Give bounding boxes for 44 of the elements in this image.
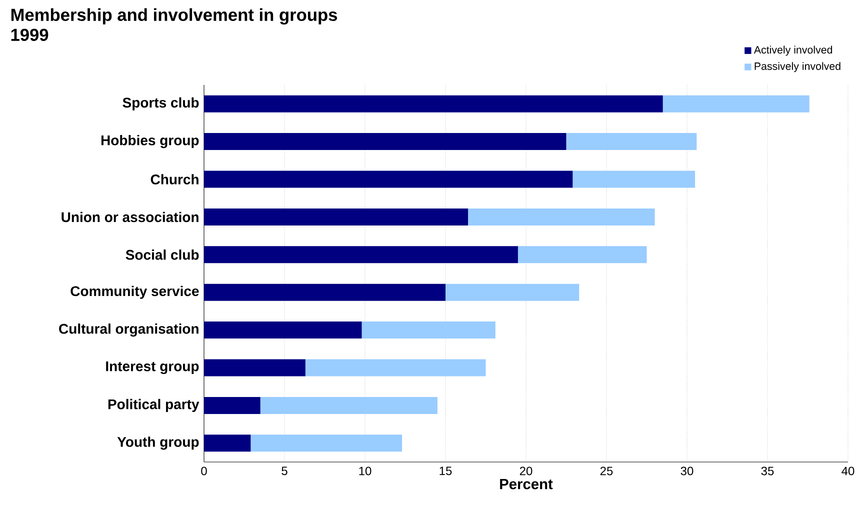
bar bbox=[260, 396, 438, 414]
x-tick-label: 35 bbox=[761, 466, 774, 476]
x-tick-label: 25 bbox=[600, 466, 613, 476]
y-tick-label: Political party bbox=[108, 398, 200, 412]
x-tick-label: 40 bbox=[842, 466, 854, 476]
x-tick-label: 5 bbox=[282, 466, 288, 476]
bar bbox=[572, 170, 696, 188]
text: 1999 bbox=[11, 28, 48, 41]
bar bbox=[204, 284, 446, 301]
y-tick-label: Sports club bbox=[122, 97, 199, 110]
x-axis-title: Percent bbox=[500, 479, 553, 490]
y-tick-label: Community service bbox=[70, 286, 199, 299]
y-tick-label: Social club bbox=[126, 250, 199, 260]
bar bbox=[204, 95, 663, 112]
y-tick-label: Cultural organisation bbox=[59, 324, 198, 337]
bar bbox=[204, 434, 251, 452]
bar bbox=[518, 246, 647, 264]
bar bbox=[204, 133, 566, 150]
bar bbox=[468, 208, 655, 226]
y-tick-label: Hobbies group bbox=[101, 135, 199, 148]
bar bbox=[204, 396, 260, 414]
bar bbox=[305, 359, 486, 376]
bar bbox=[204, 170, 573, 188]
y-tick-label: Union or association bbox=[62, 212, 198, 222]
bar bbox=[362, 322, 496, 339]
bar bbox=[204, 208, 468, 226]
bar bbox=[204, 246, 518, 264]
bar bbox=[204, 359, 306, 376]
x-tick-label: 10 bbox=[359, 466, 372, 476]
bar bbox=[204, 322, 362, 339]
y-tick-label: Youth group bbox=[117, 436, 199, 450]
bar bbox=[662, 95, 810, 112]
bar bbox=[566, 133, 697, 150]
x-tick-label: 30 bbox=[680, 466, 694, 476]
chart-title: Membership and involvement in groups bbox=[11, 8, 338, 25]
x-tick-label: 20 bbox=[520, 466, 532, 476]
bar bbox=[250, 434, 402, 452]
legend-label: Passively involved bbox=[754, 62, 840, 72]
y-tick-label: Church bbox=[150, 174, 198, 184]
bar bbox=[446, 284, 580, 301]
legend-label: Actively involved bbox=[754, 46, 832, 56]
x-tick-label: 15 bbox=[440, 466, 452, 476]
y-tick-label: Interest group bbox=[106, 361, 199, 374]
x-tick-label: 0 bbox=[201, 466, 207, 476]
